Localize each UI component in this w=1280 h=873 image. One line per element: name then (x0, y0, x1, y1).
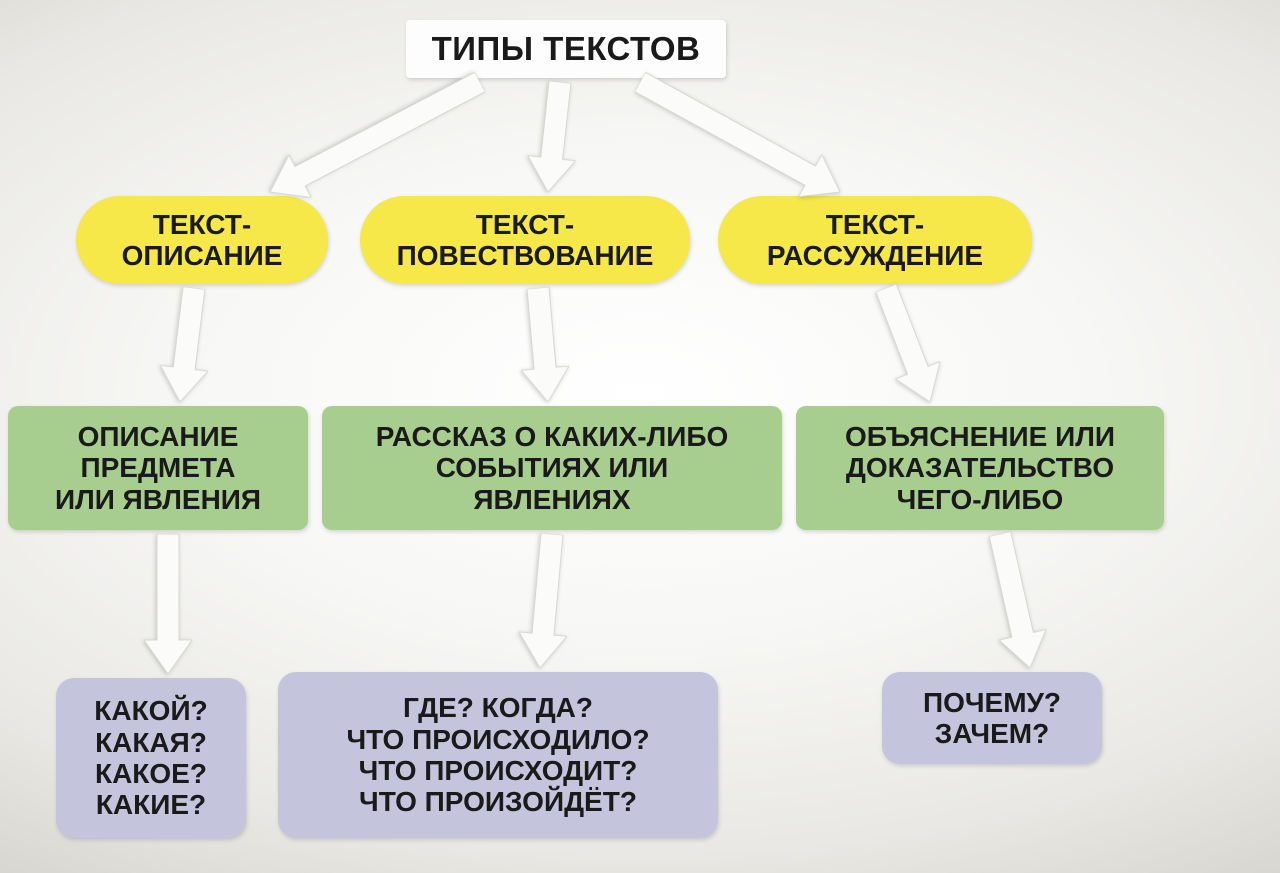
pill-description: ТЕКСТ- ОПИСАНИЕ (76, 196, 328, 284)
questions-description: КАКОЙ? КАКАЯ? КАКОЕ? КАКИЕ? (56, 678, 246, 838)
rect-narration: РАССКАЗ О КАКИХ-ЛИБО СОБЫТИЯХ ИЛИ ЯВЛЕНИ… (322, 406, 782, 530)
questions-narration: ГДЕ? КОГДА? ЧТО ПРОИСХОДИЛО? ЧТО ПРОИСХО… (278, 672, 718, 838)
root-title: ТИПЫ ТЕКСТОВ (406, 20, 726, 78)
pill-reasoning: ТЕКСТ- РАССУЖДЕНИЕ (718, 196, 1032, 284)
pill-narration: ТЕКСТ- ПОВЕСТВОВАНИЕ (360, 196, 690, 284)
questions-reasoning: ПОЧЕМУ? ЗАЧЕМ? (882, 672, 1102, 764)
rect-reasoning: ОБЪЯСНЕНИЕ ИЛИ ДОКАЗАТЕЛЬСТВО ЧЕГО-ЛИБО (796, 406, 1164, 530)
rect-description: ОПИСАНИЕ ПРЕДМЕТА ИЛИ ЯВЛЕНИЯ (8, 406, 308, 530)
